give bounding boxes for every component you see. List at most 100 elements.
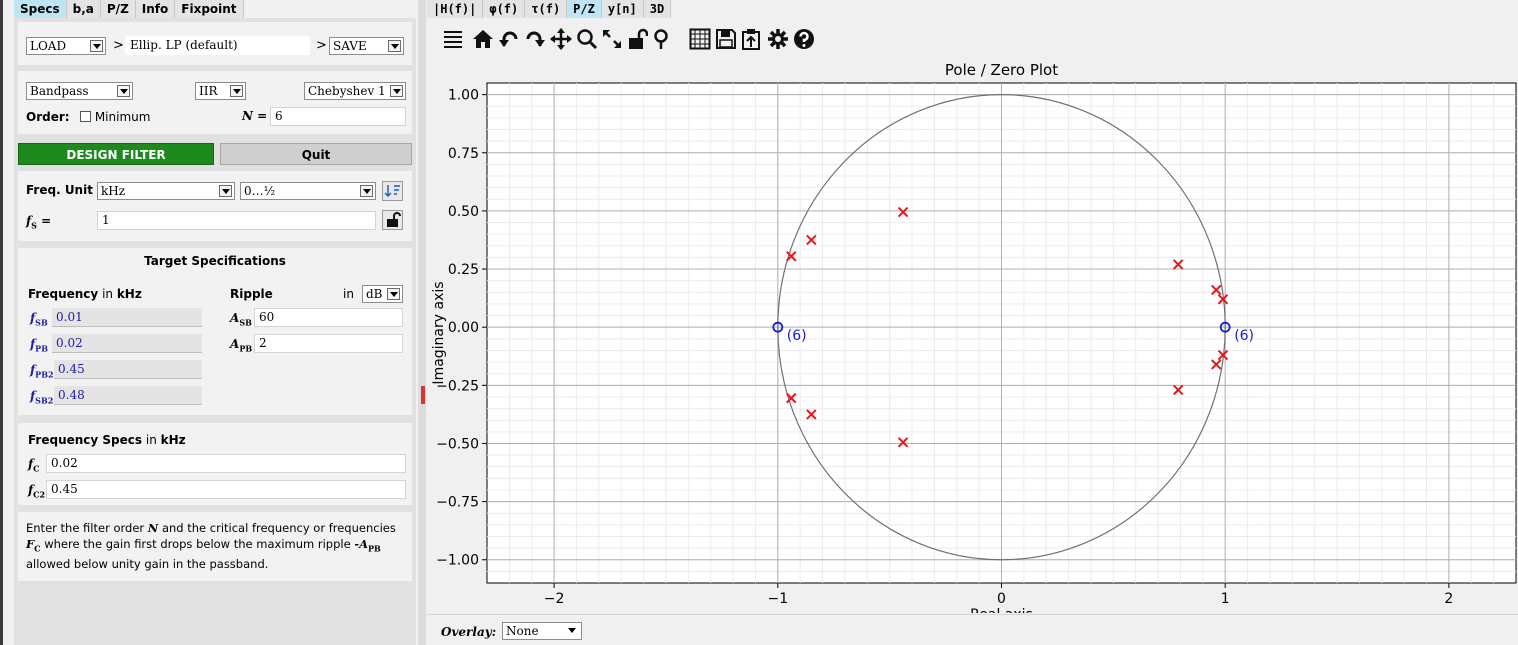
response-type-dropdown[interactable]: Bandpass [26, 82, 133, 100]
pan-icon[interactable] [550, 28, 572, 50]
tab-fixpoint[interactable]: Fixpoint [175, 0, 244, 18]
zoom-icon[interactable] [576, 28, 598, 50]
zero-multiplicity-label: (6) [787, 328, 807, 344]
filter-class-dropdown[interactable]: IIR [195, 82, 246, 100]
home-icon[interactable] [472, 28, 494, 50]
freq-range-dropdown[interactable]: 0…½ [240, 182, 376, 200]
symbol: A [230, 311, 240, 325]
splitter-handle[interactable] [421, 386, 425, 404]
quit-button[interactable]: Quit [220, 143, 412, 165]
pole-stroke [1173, 384, 1184, 396]
chevron-down-icon [230, 85, 243, 97]
tab-phase[interactable]: φ(f) [483, 0, 526, 18]
y-tick-label: −0.50 [436, 436, 479, 452]
tab-magnitude[interactable]: |H(f)| [427, 0, 484, 18]
tab-pole-zero[interactable]: P/Z [567, 0, 602, 18]
load-dropdown[interactable]: LOAD [26, 37, 106, 55]
y-axis-label: Imaginary axis [431, 281, 447, 384]
overlay-dropdown[interactable]: None [502, 622, 582, 640]
asb-input[interactable]: 60 [254, 308, 403, 327]
fc2-input[interactable]: 0.45 [46, 480, 406, 499]
pole-stroke [1211, 359, 1222, 370]
save-arrow: > [316, 38, 327, 53]
help-text-4: allowed below unity gain in the passband… [26, 557, 269, 572]
pole-zero-chart[interactable]: Pole / Zero Plot −2 −1 0 1 2 1.00 0.75 0.50 0.25 0… [427, 61, 1518, 623]
freq-specs-title-text: Frequency Specs [28, 433, 143, 447]
pole-marker [1217, 294, 1229, 305]
ripple-unit-dropdown[interactable]: dB [362, 285, 403, 303]
chevron-down-icon [219, 185, 232, 197]
target-specs-title: Target Specifications [144, 254, 286, 268]
menu-icon[interactable] [442, 28, 464, 50]
tab-impulse-response[interactable]: y[n] [601, 0, 644, 18]
fc-label: fC [28, 457, 40, 473]
pole-zero-plot[interactable]: Pole / Zero Plot −2 −1 0 1 2 1.00 0.75 0.50 0.25 0… [427, 61, 1518, 623]
filter-class-value: IIR [199, 84, 218, 98]
save-icon[interactable] [715, 28, 737, 50]
redo-icon[interactable] [524, 28, 546, 50]
tab-ba[interactable]: b,a [66, 0, 101, 18]
zoom-full-icon[interactable] [601, 28, 623, 50]
fc-input[interactable]: 0.02 [46, 454, 406, 473]
tab-pz[interactable]: P/Z [100, 0, 136, 18]
tab-info[interactable]: Info [135, 0, 176, 18]
freq-specs-unit: kHz [160, 433, 186, 447]
tab-3d[interactable]: 3D [643, 0, 672, 18]
fs-lock-button[interactable] [382, 210, 403, 230]
marker-icon[interactable] [650, 28, 672, 50]
load-arrow: > [113, 38, 124, 53]
tab-specs[interactable]: Specs [14, 0, 67, 18]
chevron-down-icon [387, 288, 400, 300]
help-icon[interactable] [793, 28, 815, 50]
apb-input[interactable]: 2 [254, 334, 403, 353]
chevron-down-icon [360, 185, 373, 197]
design-filter-button[interactable]: DESIGN FILTER [18, 143, 214, 165]
pole-marker [897, 206, 909, 218]
sort-order-button[interactable] [382, 181, 403, 201]
pole-marker [786, 392, 797, 404]
y-tick-label: 1.00 [448, 88, 479, 104]
lock-open-icon [387, 212, 401, 227]
y-tick-label: 0.75 [448, 146, 479, 162]
plot-panel: Pole / Zero Plot −2 −1 0 1 2 1.00 0.75 0.50 0.25 0… [427, 18, 1518, 645]
subscript: PB [35, 343, 48, 354]
freq-unit-value: kHz [101, 184, 126, 198]
y-tick-label: −0.25 [436, 378, 479, 394]
checkbox-box[interactable] [80, 111, 91, 122]
subscript: C [33, 463, 40, 474]
panel-splitter[interactable] [418, 0, 426, 645]
overlay-label: Overlay: [441, 625, 497, 639]
settings-icon[interactable] [767, 28, 789, 50]
frequency-header: Frequency in kHz [28, 287, 142, 301]
subscript: PB2 [35, 369, 54, 380]
y-tick-label: −1.00 [436, 553, 479, 569]
freq-range-value: 0…½ [244, 184, 276, 198]
clipboard-icon[interactable] [740, 28, 762, 50]
left-tab-bar: Specs b,a P/Z Info Fixpoint [14, 0, 244, 18]
symbol: f [28, 483, 34, 497]
symbol: f [30, 311, 36, 325]
x-tick-label: −1 [767, 591, 788, 607]
help-text: Enter the filter order N and the critica… [18, 512, 412, 581]
order-input[interactable]: 6 [270, 107, 406, 126]
fs-symbol: f [26, 214, 32, 228]
save-dropdown[interactable]: SAVE [329, 37, 404, 55]
current-filter-name[interactable]: Ellip. LP (default) [125, 36, 310, 55]
frequency-header-text: Frequency [28, 287, 99, 301]
fpb-value: 0.02 [52, 334, 202, 353]
freq-unit-dropdown[interactable]: kHz [97, 182, 235, 200]
pole-stroke [1211, 284, 1222, 296]
fs-input[interactable]: 1 [97, 211, 376, 230]
subscript: PB [239, 343, 253, 354]
plot-tab-bar: |H(f)| φ(f) τ(f) P/Z y[n] 3D [427, 0, 672, 18]
save-label: SAVE [333, 39, 367, 53]
response-type-value: Bandpass [30, 84, 89, 98]
undo-icon[interactable] [498, 28, 520, 50]
grid-icon[interactable] [689, 28, 711, 50]
design-method-dropdown[interactable]: Chebyshev 1 [304, 82, 406, 100]
fsb2-value: 0.48 [54, 386, 202, 405]
tab-group-delay[interactable]: τ(f) [525, 0, 568, 18]
minimum-order-checkbox[interactable]: Minimum [80, 110, 150, 124]
pole-stroke [806, 409, 817, 420]
lock-icon[interactable] [626, 28, 648, 50]
